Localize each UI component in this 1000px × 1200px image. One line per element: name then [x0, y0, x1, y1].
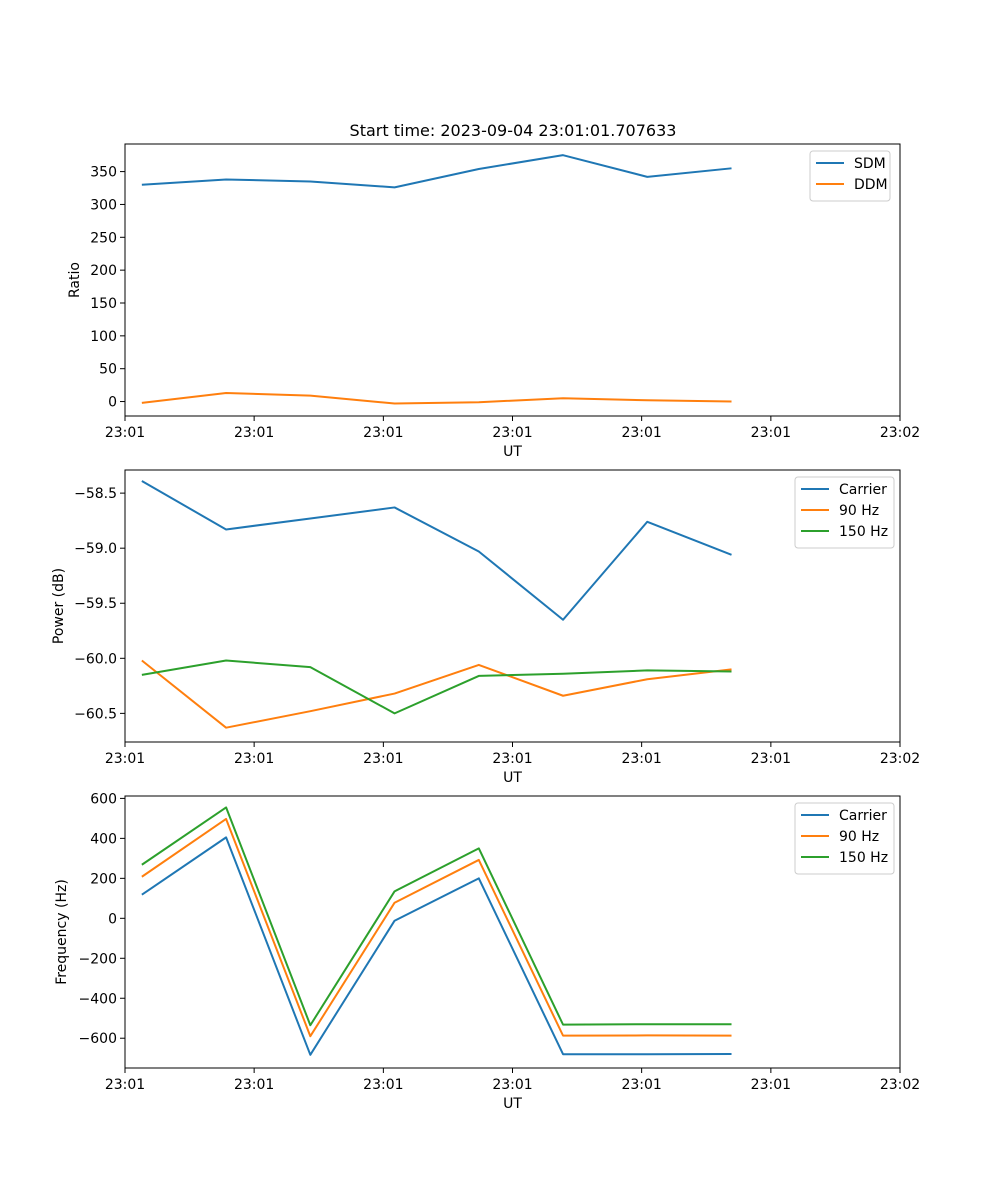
y-tick-label: 600 [90, 791, 117, 807]
y-tick-label: 250 [90, 230, 117, 246]
x-tick-label: 23:01 [234, 751, 274, 767]
y-axis-label: Power (dB) [51, 568, 67, 644]
y-axis-label: Ratio [67, 262, 83, 298]
subplot-2: 23:01 23:01 23:01 23:01 23:01 23:01 23:02 −58.5… [51, 469, 920, 786]
x-tick-label: 23:01 [105, 751, 145, 767]
y-tick-label: −58.5 [74, 486, 117, 502]
x-tick-label: 23:01 [105, 1077, 145, 1093]
legend-label-150-hz: 150 Hz [839, 850, 888, 866]
subplot-3: 23:01 23:01 23:01 23:01 23:01 23:01 23:02 600 40… [54, 791, 920, 1112]
legend-label-90-hz: 90 Hz [839, 829, 879, 845]
y-tick-label: −60.0 [74, 651, 117, 667]
series-line-90-hz [141, 659, 732, 729]
y-tick-label: 0 [108, 395, 117, 411]
x-tick-label: 23:01 [621, 751, 661, 767]
subplot-1: 23:01 23:01 23:01 23:01 23:01 23:01 23:02 0 50 10… [67, 143, 920, 460]
legend-label-ddm: DDM [854, 177, 888, 193]
x-axis-label: UT [503, 1096, 522, 1112]
series-line-150-hz [141, 659, 732, 715]
x-tick-label: 23:01 [234, 1077, 274, 1093]
y-tick-label: 350 [90, 165, 117, 181]
y-tick-label: −59.5 [74, 596, 117, 612]
y-axis-label: Frequency (Hz) [54, 879, 70, 985]
y-tick-label: −200 [79, 951, 117, 967]
legend-label-sdm: SDM [854, 156, 886, 172]
y-tick-label: 200 [90, 871, 117, 887]
x-tick-label: 23:01 [363, 1077, 403, 1093]
x-tick-label: 23:02 [880, 425, 920, 441]
y-tick-label: 300 [90, 197, 117, 213]
y-tick-label: 200 [90, 263, 117, 279]
legend: Carrier 90 Hz 150 Hz [794, 802, 895, 875]
series-line-150-hz [141, 806, 732, 1027]
series-line-sdm [141, 154, 732, 189]
y-tick-label: 400 [90, 831, 117, 847]
x-tick-label: 23:01 [621, 425, 661, 441]
legend-label-90-hz: 90 Hz [839, 503, 879, 519]
x-tick-label: 23:01 [492, 425, 532, 441]
figure-title: Start time: 2023-09-04 23:01:01.707633 [350, 121, 677, 140]
x-tick-label: 23:01 [492, 751, 532, 767]
y-tick-label: −60.5 [74, 706, 117, 722]
series-line-carrier [141, 480, 732, 621]
legend-label-carrier: Carrier [839, 808, 887, 824]
x-tick-label: 23:02 [880, 751, 920, 767]
x-tick-label: 23:01 [363, 751, 403, 767]
x-tick-label: 23:01 [751, 751, 791, 767]
x-axis-label: UT [503, 444, 522, 460]
legend: Carrier 90 Hz 150 Hz [794, 476, 895, 549]
x-tick-label: 23:01 [621, 1077, 661, 1093]
x-tick-label: 23:01 [751, 425, 791, 441]
series-line-ddm [141, 392, 732, 405]
legend: SDM DDM [809, 150, 891, 202]
y-tick-label: 50 [99, 362, 117, 378]
series-line-90-hz [141, 817, 732, 1038]
y-tick-label: 0 [108, 911, 117, 927]
x-tick-label: 23:01 [234, 425, 274, 441]
y-tick-label: −59.0 [74, 541, 117, 557]
y-tick-label: −400 [79, 991, 117, 1007]
y-tick-label: 100 [90, 329, 117, 345]
legend-label-150-hz: 150 Hz [839, 524, 888, 540]
x-tick-label: 23:01 [751, 1077, 791, 1093]
x-tick-label: 23:01 [105, 425, 145, 441]
x-tick-label: 23:01 [363, 425, 403, 441]
y-tick-label: 150 [90, 296, 117, 312]
x-tick-label: 23:01 [492, 1077, 532, 1093]
legend-label-carrier: Carrier [839, 482, 887, 498]
x-tick-label: 23:02 [880, 1077, 920, 1093]
y-tick-label: −600 [79, 1031, 117, 1047]
series-line-carrier [141, 836, 732, 1056]
x-axis-label: UT [503, 770, 522, 786]
